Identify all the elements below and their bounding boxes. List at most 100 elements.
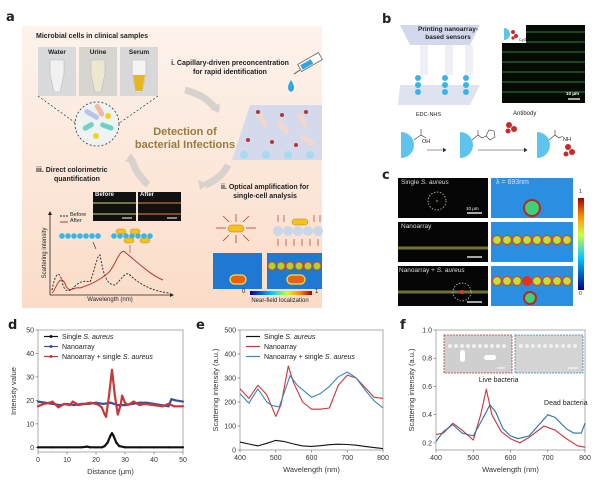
data-point	[51, 446, 54, 449]
chart-d: 0 10 20 30 40 50 0 10 20 30 40 50 Distance (μm) Inten…	[9, 328, 187, 477]
schematic-ylabel: Scattering intensity	[42, 227, 48, 279]
before-curve	[51, 254, 171, 294]
y-axis-label: Scattering intensity (a.u.)	[407, 348, 416, 431]
chart-e: 400 500 600 700 8000100200300400500Wavelengt…	[211, 328, 389, 475]
plot-frame	[239, 329, 384, 451]
step1-line2: for rapid identification	[193, 69, 267, 76]
panel-label-a: a	[6, 10, 15, 25]
data-point	[110, 432, 114, 435]
data-point	[181, 446, 185, 449]
data-point	[103, 413, 106, 416]
x-tick-label: 700	[542, 455, 554, 462]
series-line-0	[239, 439, 384, 450]
x-tick-label: 400	[234, 455, 246, 462]
legend-marker	[49, 335, 53, 338]
annotation-dead-bacteria: Dead bacteria	[544, 400, 588, 407]
data-point	[174, 399, 177, 402]
x-tick-label: 10	[63, 457, 71, 464]
after-image-label: After	[140, 192, 155, 198]
x-tick-label: 0	[36, 457, 40, 464]
y-tick-label: 0	[232, 448, 236, 455]
data-point	[119, 403, 122, 407]
data-point	[167, 405, 170, 408]
data-point	[118, 445, 121, 448]
legend-label-italic: S. aureus	[123, 354, 153, 361]
y-tick-label: 0.4	[422, 412, 432, 419]
antibody-label: Antibody	[513, 111, 537, 117]
panel-label-f: f	[400, 318, 406, 333]
data-point	[112, 434, 115, 437]
legend-label: Single S. aureus	[264, 334, 316, 341]
colorbar-c-min: 0	[579, 291, 582, 297]
data-point	[94, 402, 98, 406]
legend-label-prefix: Nanoarray + single	[62, 354, 123, 361]
schematic-xlabel: Wavelength (nm)	[87, 297, 133, 303]
printing-title: Printing nanoarray- based sensors	[408, 26, 488, 42]
data-point	[123, 401, 127, 404]
cycle-arrows	[128, 86, 232, 189]
legend-label-prefix: Nanoarray	[62, 344, 95, 351]
y-tick-label: 0.2	[422, 440, 432, 447]
after-curve	[51, 250, 164, 294]
data-point	[161, 405, 164, 408]
chart-f: 400 500 600 700 800 0.2 0.4 0.6 0.8 1.0 Wavelength…	[407, 328, 591, 475]
data-point	[106, 441, 109, 444]
row-label-single: Single S. aureus	[401, 179, 449, 186]
legend-marker	[49, 345, 53, 348]
legend-label: Single S. aureus	[62, 334, 114, 341]
series-line-2	[239, 371, 384, 409]
data-point	[86, 445, 89, 448]
series-line-2	[37, 368, 183, 418]
data-point	[173, 405, 176, 408]
y-tick-label: 500	[224, 328, 236, 335]
y-tick-label: 50	[26, 328, 34, 335]
x-axis-label: Distance (μm)	[87, 467, 134, 476]
fluorescence-nanoarray-image	[502, 25, 585, 103]
data-point	[109, 434, 112, 437]
step1-caption: i. Capillary-driven preconcentration for…	[160, 59, 300, 77]
conjugation-chemistry-scheme	[401, 122, 575, 158]
data-point	[65, 446, 69, 449]
darkfield-scale-label: 10 μm	[466, 206, 479, 211]
data-point	[115, 441, 118, 444]
x-tick-label: 600	[306, 455, 318, 462]
data-point	[73, 403, 76, 407]
before-image-label: Before	[95, 192, 115, 198]
data-point	[144, 402, 147, 406]
data-point	[36, 405, 40, 408]
row-label-italic: S. aureus	[436, 267, 465, 274]
nh-label: NH	[563, 137, 571, 143]
sample-label-serum: Serum	[128, 49, 150, 56]
data-point	[109, 401, 112, 404]
y-axis-label: Scattering intensity (a.u.)	[211, 348, 220, 431]
y-tick-label: 0.6	[422, 384, 432, 391]
y-tick-label: 0	[30, 445, 34, 452]
sample-tube-photos	[38, 47, 158, 96]
cycle-arrowheads	[125, 103, 220, 190]
legend-label-italic: S. aureus	[325, 354, 355, 361]
sem-insets	[443, 334, 584, 374]
data-point	[63, 402, 66, 406]
colorbar-c-max: 1	[579, 189, 582, 195]
legend-label-italic: S. aureus	[83, 334, 113, 341]
printing-sensor-cartoon	[398, 25, 480, 105]
y-tick-label: 100	[224, 424, 236, 431]
step2-line1: ii. Optical amplification for	[221, 184, 309, 191]
legend-label: Nanoarray	[62, 344, 95, 351]
annotation-live-bacteria: Live bacteria	[479, 377, 519, 384]
data-point	[113, 394, 116, 397]
step3-line2: quantification	[54, 176, 100, 183]
fluorescence-scale-label: 10 μm	[566, 91, 580, 96]
data-point	[138, 446, 141, 449]
field-colorbar	[578, 198, 584, 290]
data-point	[77, 403, 80, 407]
y-tick-label: 10	[26, 421, 34, 428]
x-tick-label: 50	[179, 457, 187, 464]
data-point	[102, 402, 105, 406]
sample-label-urine: Urine	[89, 49, 107, 56]
legend-marker	[49, 355, 53, 358]
row-label-italic: S. aureus	[420, 179, 449, 186]
panel-label-d: d	[8, 318, 18, 333]
panel-label-e: e	[196, 318, 205, 333]
colorbar-a-max: 1	[315, 289, 319, 295]
